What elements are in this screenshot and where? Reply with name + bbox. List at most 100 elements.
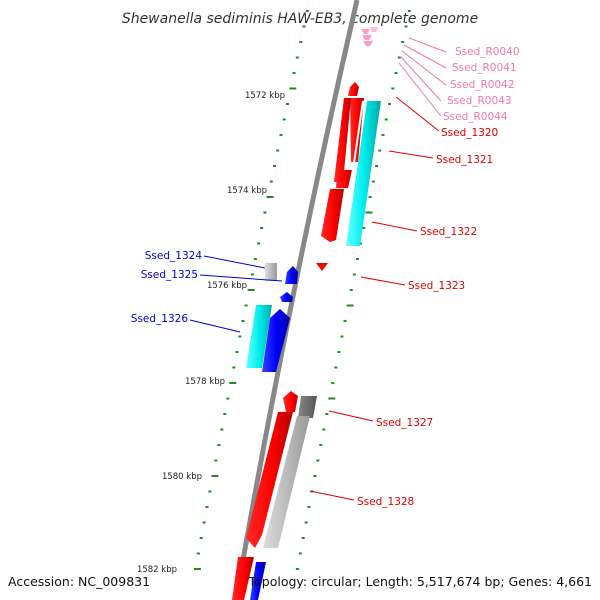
- tick-label: 1582 kbp: [137, 565, 177, 575]
- gene-label[interactable]: Ssed_1326: [131, 313, 189, 325]
- gc-tick: [316, 459, 320, 462]
- trna-feature: [362, 35, 372, 40]
- trna-cluster: [361, 27, 378, 46]
- gc-tick: [304, 521, 308, 524]
- genome-backbone: [233, 0, 360, 600]
- leader-line: [309, 490, 355, 501]
- gc-tick: [211, 475, 219, 477]
- gene-label[interactable]: Ssed_R0041: [452, 62, 517, 74]
- gc-tick: [391, 87, 395, 90]
- gc-tick: [337, 351, 341, 353]
- gc-tick: [375, 165, 378, 167]
- gc-tick: [292, 72, 296, 74]
- gene-label[interactable]: Ssed_1323: [408, 280, 465, 292]
- gc-tick: [235, 351, 239, 353]
- tick-label: 1578 kbp: [185, 377, 225, 387]
- cds-feature: [246, 412, 293, 548]
- leader-line: [199, 274, 283, 282]
- gc-tick: [331, 382, 335, 384]
- leader-line: [401, 50, 447, 86]
- gc-tick: [407, 10, 411, 12]
- gc-tick: [193, 568, 201, 570]
- gc-tick: [253, 258, 257, 260]
- gc-tick: [241, 320, 245, 322]
- gc-tick: [325, 413, 329, 415]
- gc-tick: [340, 335, 344, 338]
- leader-line: [371, 221, 418, 232]
- leader-line: [360, 276, 406, 286]
- gc-tick: [346, 304, 354, 307]
- gene-label[interactable]: Ssed_1325: [141, 269, 198, 281]
- gene-label[interactable]: Ssed_1324: [145, 250, 203, 262]
- gc-tick: [397, 56, 401, 59]
- cds-feature: [232, 557, 254, 600]
- gc-tick: [305, 10, 309, 12]
- gene-label[interactable]: Ssed_1321: [436, 154, 493, 166]
- gc-tick: [269, 180, 273, 183]
- gc-tick: [214, 459, 218, 462]
- gc-tick: [349, 289, 353, 291]
- gc-tick: [328, 397, 336, 400]
- gc-tick: [359, 242, 363, 245]
- gene-label[interactable]: Ssed_1328: [357, 496, 414, 508]
- feature-group-1324-1326: [246, 263, 298, 372]
- accession-text: Accession: NC_009831: [8, 574, 150, 589]
- gc-tick: [266, 196, 274, 198]
- gene-label[interactable]: Ssed_R0040: [455, 46, 520, 58]
- gc-tick: [388, 103, 391, 105]
- leader-line: [189, 319, 241, 333]
- gc-tick: [384, 118, 388, 121]
- gray-feature: [265, 263, 277, 281]
- gc-tick: [302, 25, 306, 28]
- leader-line: [328, 410, 374, 422]
- gene-label[interactable]: Ssed_R0042: [450, 79, 515, 91]
- cds-feature-reverse: [285, 266, 298, 284]
- gc-tick: [307, 506, 311, 508]
- gc-tick: [223, 413, 227, 415]
- gc-tick: [276, 149, 280, 152]
- gc-tick: [378, 149, 382, 152]
- cds-feature: [348, 82, 359, 96]
- cyan-feature: [246, 305, 272, 368]
- gc-tick: [301, 537, 305, 539]
- gc-tick: [260, 227, 264, 229]
- gc-tick: [205, 506, 209, 508]
- gene-label[interactable]: Ssed_R0044: [443, 111, 508, 123]
- gc-tick: [202, 521, 206, 524]
- label-leader-lines: [189, 37, 447, 501]
- gc-tick: [247, 289, 255, 291]
- gc-tick: [238, 335, 242, 338]
- gene-label[interactable]: Ssed_1327: [376, 417, 433, 429]
- cds-feature-reverse: [250, 562, 266, 600]
- gc-tick: [282, 118, 286, 121]
- leader-line: [388, 150, 434, 159]
- tick-label: 1580 kbp: [162, 472, 202, 482]
- gc-tick: [365, 211, 373, 214]
- gc-tick: [295, 56, 299, 59]
- gc-tick: [217, 444, 221, 446]
- gc-tick: [394, 72, 398, 74]
- cyan-feature: [346, 101, 381, 246]
- gc-tick: [319, 444, 323, 446]
- map-title: Shewanella sediminis HAW-EB3, complete g…: [122, 11, 478, 27]
- gene-label[interactable]: Ssed_1320: [441, 127, 498, 139]
- gene-labels: Ssed_R0040 Ssed_R0041 Ssed_R0042 Ssed_R0…: [131, 46, 520, 508]
- gene-label[interactable]: Ssed_R0043: [447, 95, 512, 107]
- gray-feature: [298, 396, 317, 418]
- leader-line: [403, 44, 447, 69]
- gene-label[interactable]: Ssed_1322: [420, 226, 477, 238]
- leader-line: [400, 56, 442, 102]
- gc-tick: [362, 227, 366, 229]
- gc-tick: [295, 568, 299, 570]
- tick-label: 1576 kbp: [207, 281, 247, 291]
- tick-label: 1572 kbp: [245, 91, 285, 101]
- gc-tick: [196, 552, 200, 555]
- gc-tick: [322, 428, 326, 431]
- trna-feature: [363, 41, 373, 46]
- scale-ticks: 1572 kbp 1574 kbp 1576 kbp 1578 kbp 1580…: [137, 91, 285, 575]
- gc-tick: [371, 180, 375, 183]
- gc-tick: [232, 366, 236, 369]
- gc-tick: [313, 475, 317, 477]
